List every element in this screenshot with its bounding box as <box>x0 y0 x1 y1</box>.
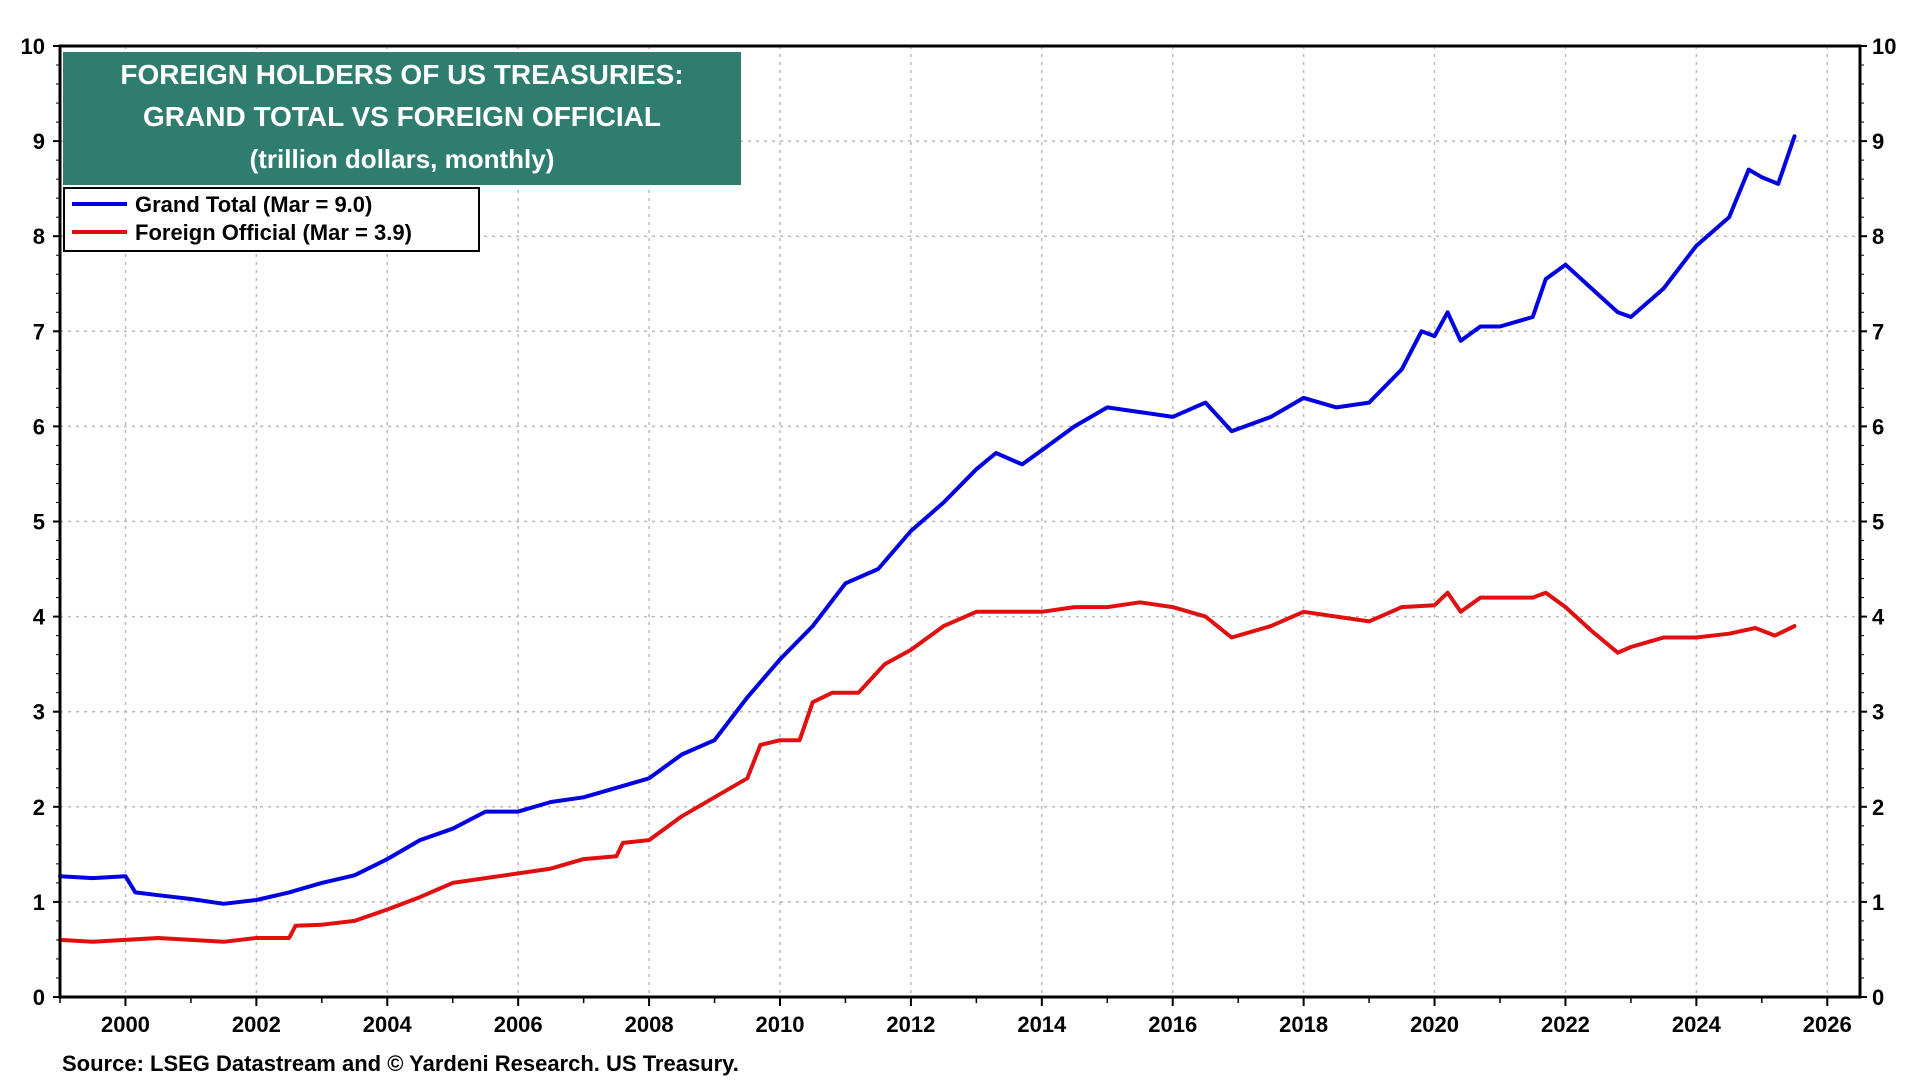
x-tick-label: 2026 <box>1803 1012 1852 1037</box>
chart-subtitle: (trillion dollars, monthly) <box>250 144 555 174</box>
y-tick-label-right: 10 <box>1872 34 1896 59</box>
y-tick-label-left: 6 <box>33 414 45 439</box>
y-tick-label-left: 8 <box>33 224 45 249</box>
y-tick-label-right: 2 <box>1872 795 1884 820</box>
x-tick-label: 2010 <box>756 1012 805 1037</box>
chart-title-line-2: GRAND TOTAL VS FOREIGN OFFICIAL <box>143 101 661 132</box>
y-tick-label-left: 4 <box>33 605 46 630</box>
x-tick-label: 2002 <box>232 1012 281 1037</box>
y-tick-label-left: 2 <box>33 795 45 820</box>
title-box: FOREIGN HOLDERS OF US TREASURIES: GRAND … <box>63 52 741 185</box>
series-line-1 <box>58 590 1797 944</box>
x-tick-label: 2004 <box>363 1012 413 1037</box>
x-tick-label: 2024 <box>1672 1012 1722 1037</box>
y-tick-label-right: 0 <box>1872 985 1884 1010</box>
x-tick-label: 2018 <box>1279 1012 1328 1037</box>
y-tick-label-left: 5 <box>33 510 45 535</box>
x-tick-label: 2000 <box>101 1012 150 1037</box>
y-tick-label-right: 5 <box>1872 510 1884 535</box>
y-tick-label-right: 3 <box>1872 700 1884 725</box>
chart-title-line-1: FOREIGN HOLDERS OF US TREASURIES: <box>120 59 683 90</box>
series-line-0 <box>58 134 1797 906</box>
series-layer <box>58 134 1797 944</box>
x-tick-label: 2016 <box>1148 1012 1197 1037</box>
y-tick-label-left: 0 <box>33 985 45 1010</box>
legend-label-foreign-official: Foreign Official (Mar = 3.9) <box>135 220 412 245</box>
x-tick-label: 2008 <box>625 1012 674 1037</box>
x-tick-label: 2022 <box>1541 1012 1590 1037</box>
x-tick-label: 2012 <box>886 1012 935 1037</box>
y-tick-label-right: 1 <box>1872 890 1884 915</box>
legend: Grand Total (Mar = 9.0) Foreign Official… <box>63 187 480 252</box>
y-tick-label-left: 10 <box>21 34 45 59</box>
y-tick-label-right: 8 <box>1872 224 1884 249</box>
legend-box <box>63 187 480 252</box>
y-tick-label-left: 7 <box>33 319 45 344</box>
x-tick-label: 2014 <box>1017 1012 1067 1037</box>
x-tick-label: 2020 <box>1410 1012 1459 1037</box>
y-tick-label-left: 3 <box>33 700 45 725</box>
source-note: Source: LSEG Datastream and © Yardeni Re… <box>62 1051 739 1076</box>
legend-label-grand-total: Grand Total (Mar = 9.0) <box>135 192 372 217</box>
y-tick-label-right: 6 <box>1872 414 1884 439</box>
x-tick-label: 2006 <box>494 1012 543 1037</box>
ticks <box>53 45 1867 1006</box>
y-tick-label-left: 1 <box>33 890 45 915</box>
axis-labels: 0 0 1 1 2 2 3 3 4 4 5 5 6 6 7 7 8 8 9 9 10 10 2000 2002 2004 2006… <box>21 34 1897 1037</box>
title-background <box>63 52 741 185</box>
y-tick-label-right: 4 <box>1872 605 1885 630</box>
y-tick-label-left: 9 <box>33 129 45 154</box>
y-tick-label-right: 9 <box>1872 129 1884 154</box>
y-tick-label-right: 7 <box>1872 319 1884 344</box>
